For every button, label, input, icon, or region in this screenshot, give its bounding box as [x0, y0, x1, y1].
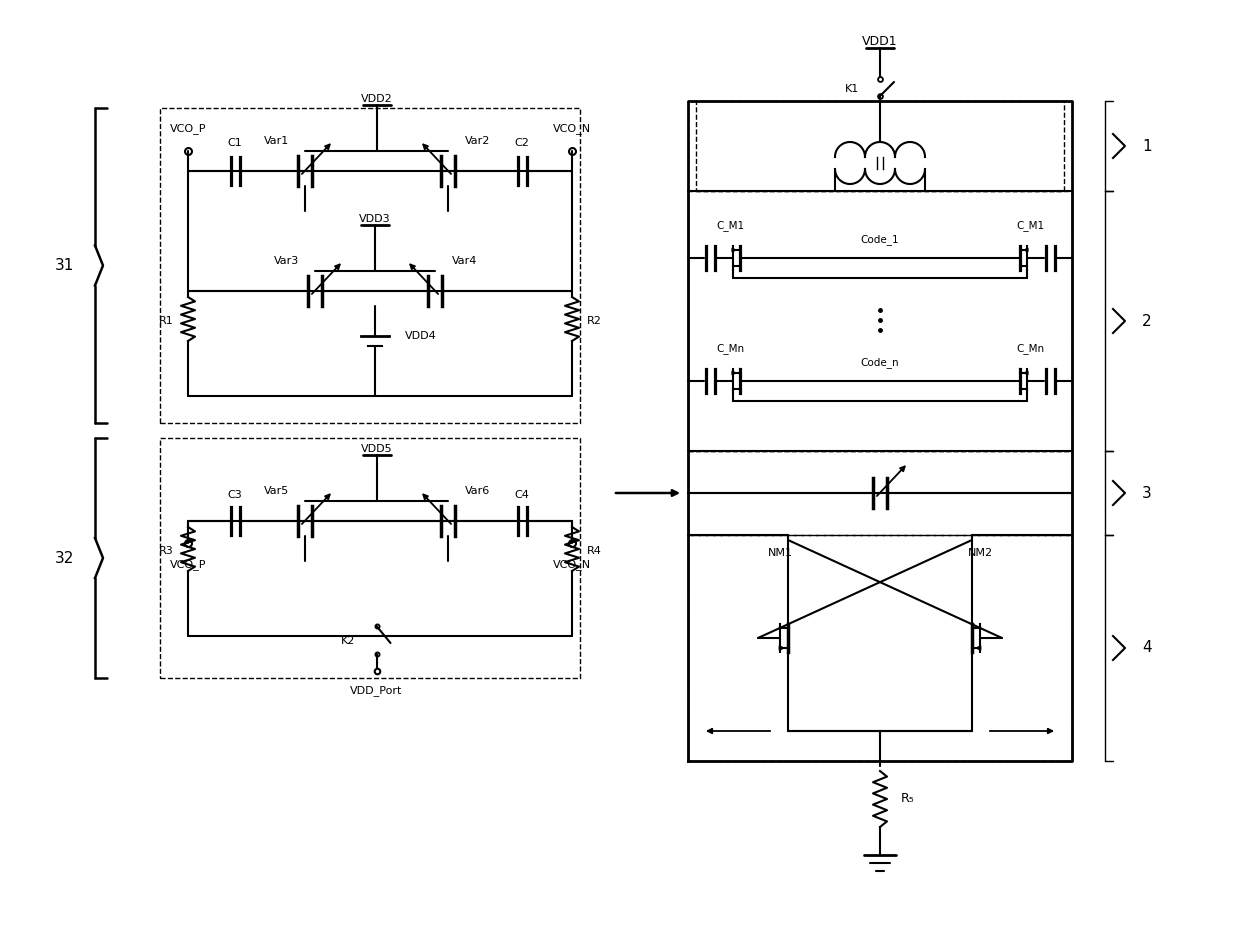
Text: Var3: Var3 — [274, 256, 300, 266]
Text: C4: C4 — [515, 490, 529, 500]
Text: C2: C2 — [515, 138, 529, 148]
Text: NM2: NM2 — [967, 548, 992, 558]
Text: Code_n: Code_n — [861, 357, 899, 369]
Text: Var5: Var5 — [264, 486, 290, 496]
Text: Code_1: Code_1 — [861, 235, 899, 245]
Text: VDD2: VDD2 — [361, 94, 392, 104]
Text: C_M1: C_M1 — [1016, 221, 1044, 231]
Text: C_Mn: C_Mn — [1016, 343, 1044, 355]
Text: C1: C1 — [228, 138, 242, 148]
Text: VDD1: VDD1 — [862, 35, 898, 47]
Text: Var4: Var4 — [453, 256, 477, 266]
Text: VCO_N: VCO_N — [553, 559, 591, 571]
Text: R₅: R₅ — [901, 792, 915, 805]
Text: 4: 4 — [1142, 640, 1152, 655]
Text: R1: R1 — [159, 316, 174, 326]
Text: VCO_P: VCO_P — [170, 124, 206, 135]
Text: Var2: Var2 — [465, 136, 491, 146]
Text: 32: 32 — [56, 551, 74, 566]
Text: 1: 1 — [1142, 139, 1152, 154]
Text: NM1: NM1 — [768, 548, 792, 558]
Text: K2: K2 — [341, 636, 356, 646]
Text: 3: 3 — [1142, 486, 1152, 501]
Text: C3: C3 — [228, 490, 242, 500]
Text: R3: R3 — [159, 546, 174, 556]
Text: K1: K1 — [844, 84, 859, 94]
Text: VCO_N: VCO_N — [553, 124, 591, 135]
Text: C_Mn: C_Mn — [715, 343, 744, 355]
Text: C_M1: C_M1 — [715, 221, 744, 231]
Text: VDD4: VDD4 — [405, 331, 436, 341]
Text: Var1: Var1 — [264, 136, 290, 146]
Text: R2: R2 — [587, 316, 601, 326]
Text: VCO_P: VCO_P — [170, 559, 206, 571]
Text: VDD_Port: VDD_Port — [351, 686, 403, 697]
Text: 31: 31 — [56, 258, 74, 273]
Text: 2: 2 — [1142, 313, 1152, 328]
Text: VDD3: VDD3 — [360, 214, 391, 224]
Text: R4: R4 — [587, 546, 601, 556]
Text: VDD5: VDD5 — [361, 444, 392, 454]
Text: Var6: Var6 — [465, 486, 491, 496]
